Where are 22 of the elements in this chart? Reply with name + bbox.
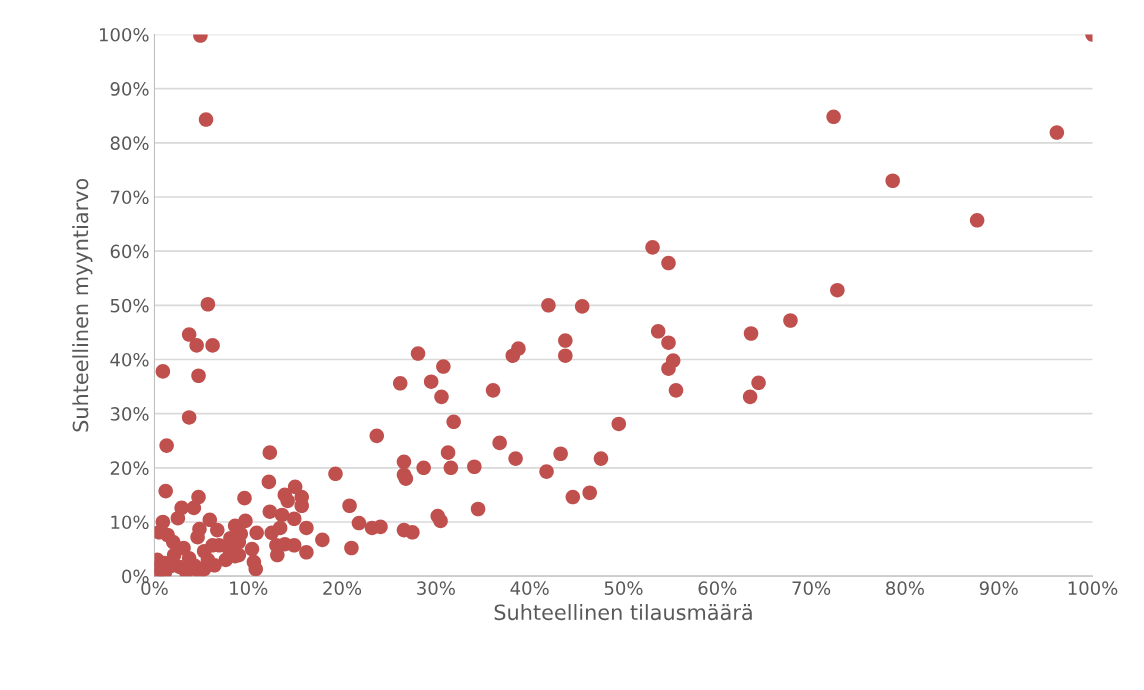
x-tick-label: 50% <box>604 581 643 595</box>
y-tick-label: 70% <box>110 190 149 205</box>
y-tick-label: 100% <box>99 27 149 42</box>
x-tick-label: 40% <box>510 581 549 595</box>
y-tick-label: 60% <box>110 244 149 259</box>
y-tick-label: 80% <box>110 136 149 150</box>
x-tick-label: 90% <box>979 581 1018 595</box>
x-tick-label: 10% <box>230 581 268 595</box>
x-tick-label: 30% <box>417 581 455 595</box>
x-tick-label: 20% <box>323 581 362 595</box>
y-tick-label: 50% <box>110 298 149 313</box>
x-tick-label: 60% <box>698 581 737 595</box>
y-tick-label: 20% <box>110 461 149 475</box>
x-tick-label: 80% <box>886 581 924 595</box>
y-tick-label: 40% <box>110 352 149 367</box>
y-tick-label: 30% <box>110 407 149 421</box>
y-tick-label: 90% <box>110 82 149 96</box>
x-axis-title: Suhteellinen tilausmäärä <box>494 604 752 621</box>
y-tick-label: 10% <box>111 515 149 530</box>
y-axis-title: Suhteellinen myyntiarvo <box>72 178 93 432</box>
x-tick-label: 70% <box>792 581 831 595</box>
x-tick-label: 100% <box>1068 581 1118 595</box>
